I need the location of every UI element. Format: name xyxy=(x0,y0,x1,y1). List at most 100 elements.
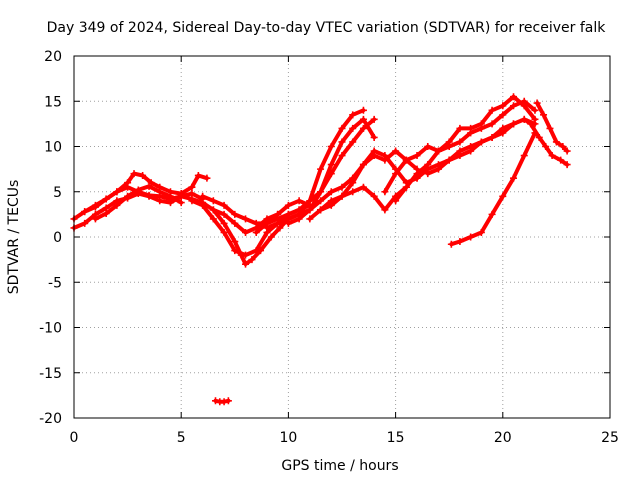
data-point xyxy=(231,238,239,246)
data-point xyxy=(456,147,464,155)
data-point xyxy=(295,210,303,218)
data-point xyxy=(499,111,507,119)
x-tick-label: 20 xyxy=(494,430,512,446)
y-tick-labels: -20 -15 -10 -5 0 5 10 15 20 xyxy=(39,49,62,427)
data-point xyxy=(370,115,378,123)
data-point xyxy=(231,219,239,227)
series-trace xyxy=(179,194,302,267)
data-point xyxy=(381,206,389,214)
data-point xyxy=(424,143,432,150)
data-point xyxy=(527,120,535,128)
data-point xyxy=(91,215,99,223)
data-point xyxy=(209,197,217,205)
data-point xyxy=(467,233,475,241)
data-point xyxy=(413,152,421,160)
y-tick-label: 10 xyxy=(44,140,62,156)
data-point xyxy=(392,197,400,205)
axis-ticks xyxy=(73,55,611,419)
data-point xyxy=(327,201,335,209)
data-point xyxy=(338,124,346,132)
data-point xyxy=(145,192,153,200)
data-point xyxy=(231,247,239,255)
data-point xyxy=(338,138,346,146)
data-point xyxy=(145,182,153,190)
data-point xyxy=(520,152,528,160)
data-point xyxy=(488,120,496,128)
data-point xyxy=(220,398,228,406)
data-point xyxy=(349,188,357,196)
data-point xyxy=(177,192,185,200)
data-point xyxy=(113,201,121,209)
data-point xyxy=(392,170,400,178)
data-point xyxy=(510,120,518,128)
data-point xyxy=(156,188,164,196)
data-point xyxy=(434,165,442,173)
data-point xyxy=(381,152,389,160)
y-axis-label: SDTVAR / TECUs xyxy=(6,180,22,295)
y-tick-label: -5 xyxy=(48,275,62,291)
data-point xyxy=(317,165,325,173)
data-point xyxy=(81,219,89,227)
data-point xyxy=(542,143,550,150)
data-point xyxy=(520,97,528,105)
data-point xyxy=(295,197,303,205)
data-point xyxy=(139,171,147,179)
data-point xyxy=(220,228,228,236)
data-point xyxy=(359,124,367,132)
x-axis-label: GPS time / hours xyxy=(281,458,398,474)
data-point xyxy=(284,201,292,209)
y-tick-label: -20 xyxy=(39,411,62,427)
data-point xyxy=(317,188,325,196)
y-tick-label: -15 xyxy=(39,366,62,382)
data-point xyxy=(166,192,174,200)
series-track-18 xyxy=(424,120,518,178)
x-tick-labels: 0 5 10 15 20 25 xyxy=(70,430,619,446)
data-point xyxy=(327,143,335,150)
data-point xyxy=(552,138,560,146)
data-point xyxy=(263,224,271,232)
series-track-19 xyxy=(520,115,571,169)
data-point xyxy=(220,210,228,218)
data-point xyxy=(563,147,571,155)
data-point xyxy=(209,215,217,223)
data-point xyxy=(242,228,250,236)
data-point xyxy=(557,156,565,164)
series-track-4 xyxy=(91,182,185,223)
data-point xyxy=(220,201,228,209)
data-point xyxy=(349,124,357,132)
data-point xyxy=(488,106,496,114)
data-point xyxy=(102,209,110,217)
data-point xyxy=(284,219,292,227)
data-point xyxy=(306,206,314,214)
series-trace xyxy=(393,99,537,203)
data-point xyxy=(535,133,543,141)
data-point xyxy=(510,93,518,101)
data-point xyxy=(188,197,196,205)
data-point xyxy=(488,133,496,141)
x-tick-label: 25 xyxy=(601,430,619,446)
data-point xyxy=(212,397,220,405)
series-track-22 xyxy=(212,397,232,406)
data-point xyxy=(531,106,539,114)
data-point xyxy=(467,129,475,137)
data-point xyxy=(467,143,475,150)
data-point xyxy=(102,195,110,203)
data-point xyxy=(559,143,567,150)
data-point xyxy=(533,99,541,107)
data-point xyxy=(499,192,507,200)
data-point xyxy=(130,170,138,178)
data-point xyxy=(327,161,335,169)
data-point xyxy=(252,247,260,255)
data-point xyxy=(327,188,335,196)
x-tick-label: 0 xyxy=(70,430,79,446)
data-point xyxy=(359,106,367,114)
y-tick-label: 20 xyxy=(44,49,62,65)
y-tick-label: -10 xyxy=(39,321,62,337)
data-point xyxy=(194,171,202,179)
series-trace xyxy=(318,149,419,212)
data-point xyxy=(548,152,556,160)
data-point xyxy=(499,102,507,110)
data-point xyxy=(242,251,250,259)
series-track-21 xyxy=(447,129,539,248)
